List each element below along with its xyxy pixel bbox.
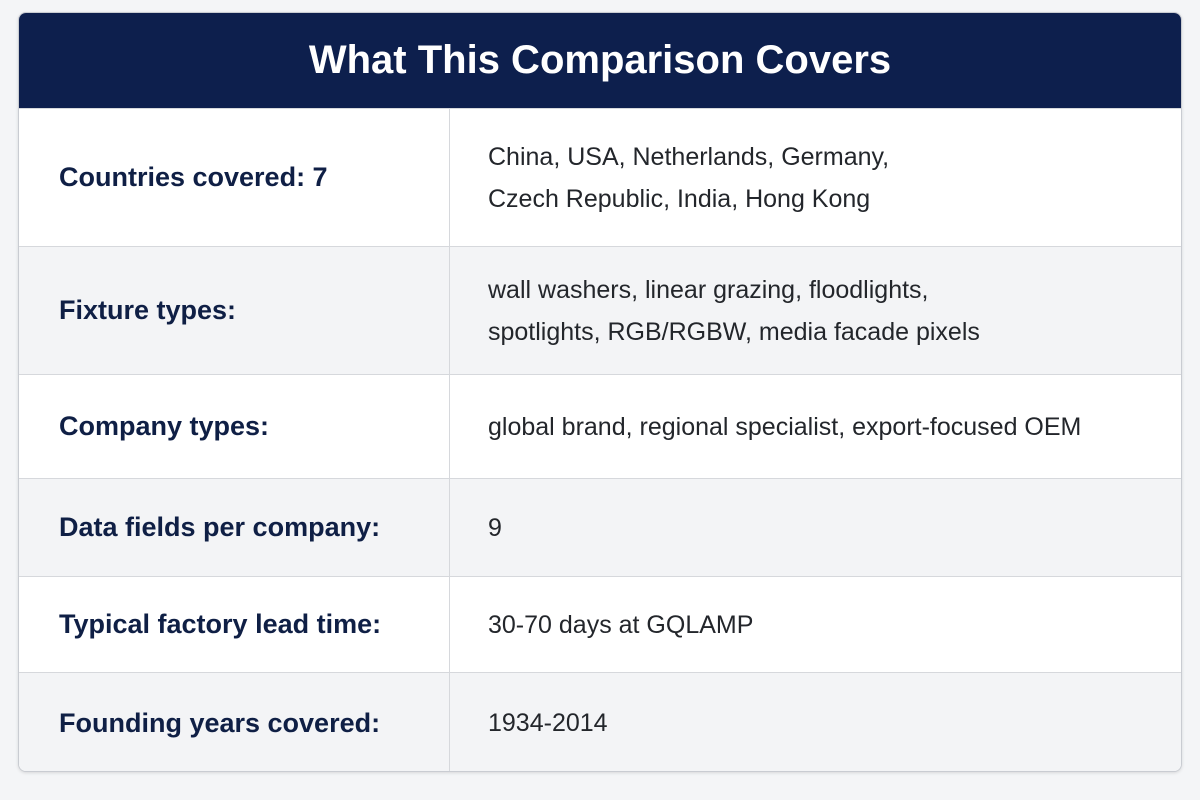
table-row: Countries covered: 7 China, USA, Netherla… [19, 108, 1181, 246]
value-line: spotlights, RGB/RGBW, media facade pixel… [488, 317, 980, 346]
row-value: global brand, regional specialist, expor… [450, 375, 1181, 478]
row-value: 30-70 days at GQLAMP [450, 577, 1181, 672]
value-line: 1934-2014 [488, 709, 608, 737]
table-row: Data fields per company: 9 [19, 478, 1181, 576]
table-row: Typical factory lead time: 30-70 days at … [19, 576, 1181, 672]
comparison-card: What This Comparison Covers Countries co… [18, 12, 1182, 772]
table: Countries covered: 7 China, USA, Netherla… [19, 108, 1181, 771]
value-line: wall washers, linear grazing, floodlight… [488, 275, 929, 304]
value-line: global brand, regional specialist, expor… [488, 412, 1082, 441]
header-title: What This Comparison Covers [19, 13, 1181, 108]
table-row: Fixture types: wall washers, linear grazi… [19, 246, 1181, 374]
row-label: Countries covered: 7 [19, 109, 450, 246]
value-line: 30-70 days at GQLAMP [488, 610, 754, 639]
row-value: China, USA, Netherlands, Germany, Czech R… [450, 109, 1181, 246]
table-row: Founding years covered: 1934-2014 [19, 672, 1181, 771]
row-label: Data fields per company: [19, 479, 450, 576]
row-value: 9 [450, 479, 1181, 576]
row-label: Founding years covered: [19, 673, 450, 771]
value-line: Czech Republic, India, Hong Kong [488, 184, 871, 213]
row-label: Company types: [19, 375, 450, 478]
value-line: China, USA, Netherlands, Germany, [488, 142, 890, 171]
row-value: 1934-2014 [450, 673, 1181, 771]
row-label: Typical factory lead time: [19, 577, 450, 672]
table-row: Company types: global brand, regional spe… [19, 374, 1181, 478]
row-label: Fixture types: [19, 247, 450, 374]
value-line: 9 [488, 513, 502, 542]
row-value: wall washers, linear grazing, floodlight… [450, 247, 1181, 374]
